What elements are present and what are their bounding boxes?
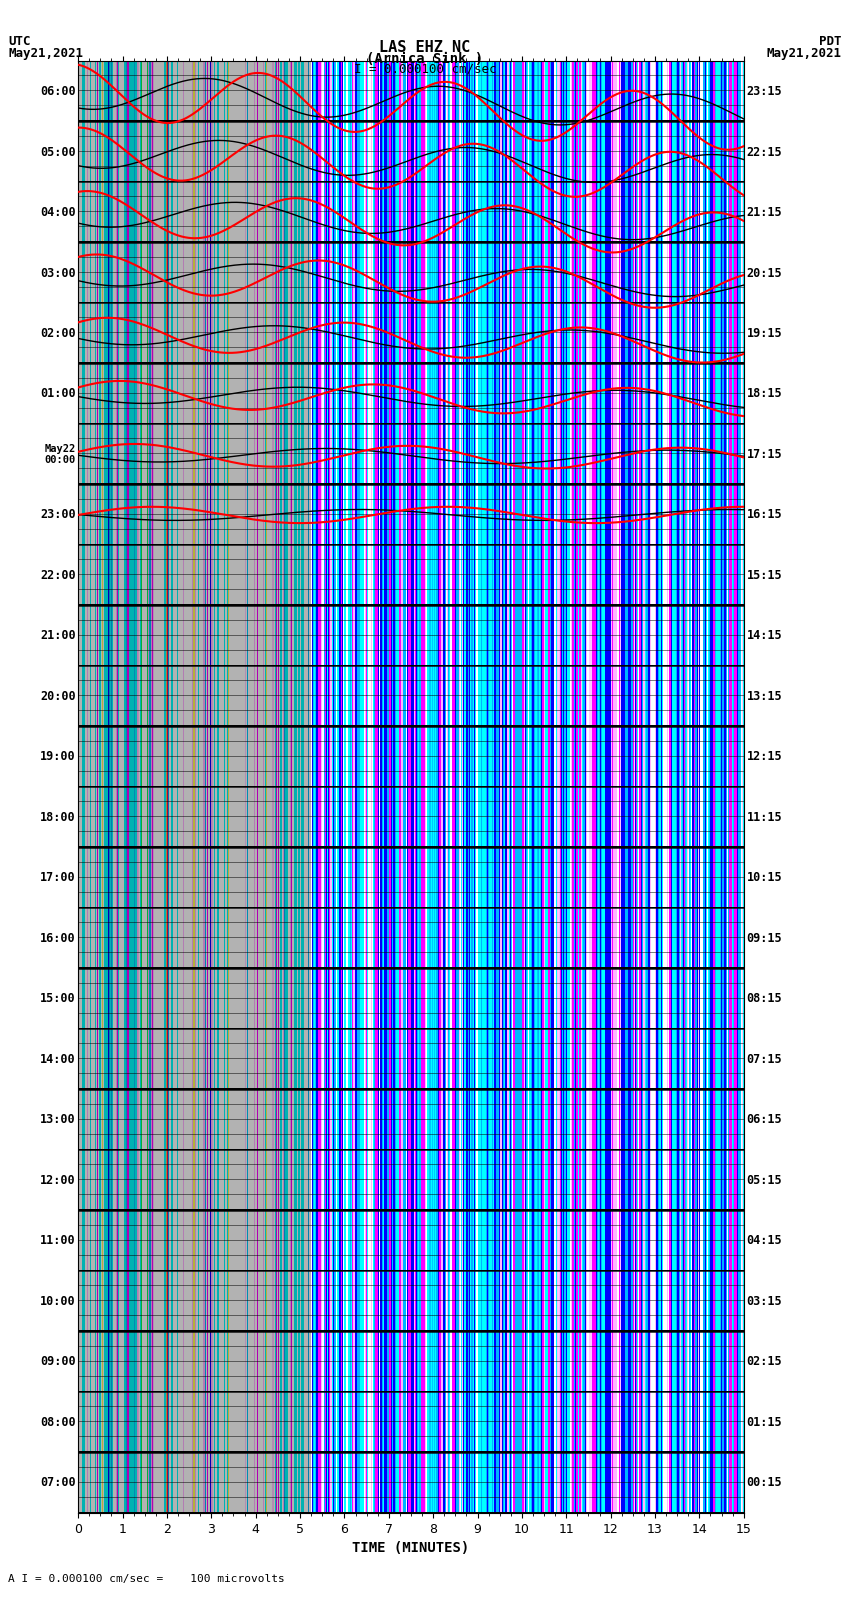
Text: 11:00: 11:00: [40, 1234, 76, 1247]
Text: (Arnica Sink ): (Arnica Sink ): [366, 52, 484, 66]
Text: 08:15: 08:15: [746, 992, 782, 1005]
Text: 17:00: 17:00: [40, 871, 76, 884]
Text: 23:15: 23:15: [746, 85, 782, 98]
Text: 17:15: 17:15: [746, 448, 782, 461]
Text: 12:00: 12:00: [40, 1174, 76, 1187]
Text: 11:15: 11:15: [746, 811, 782, 824]
Text: 04:15: 04:15: [746, 1234, 782, 1247]
Text: May22
00:00: May22 00:00: [44, 444, 76, 465]
Text: 18:00: 18:00: [40, 811, 76, 824]
Text: 02:15: 02:15: [746, 1355, 782, 1368]
Text: 21:00: 21:00: [40, 629, 76, 642]
Text: 22:00: 22:00: [40, 569, 76, 582]
Text: May21,2021: May21,2021: [8, 47, 83, 60]
Text: 20:15: 20:15: [746, 266, 782, 279]
Text: 05:15: 05:15: [746, 1174, 782, 1187]
Text: May21,2021: May21,2021: [767, 47, 842, 60]
Text: 07:15: 07:15: [746, 1053, 782, 1066]
Text: 10:00: 10:00: [40, 1295, 76, 1308]
Text: 14:00: 14:00: [40, 1053, 76, 1066]
Text: 23:00: 23:00: [40, 508, 76, 521]
Text: 01:00: 01:00: [40, 387, 76, 400]
Text: 07:00: 07:00: [40, 1476, 76, 1489]
Text: 14:15: 14:15: [746, 629, 782, 642]
Text: 19:15: 19:15: [746, 327, 782, 340]
Text: 01:15: 01:15: [746, 1416, 782, 1429]
Text: 21:15: 21:15: [746, 206, 782, 219]
Text: 16:00: 16:00: [40, 932, 76, 945]
Text: 15:15: 15:15: [746, 569, 782, 582]
Text: 13:00: 13:00: [40, 1113, 76, 1126]
Text: 00:15: 00:15: [746, 1476, 782, 1489]
Text: UTC: UTC: [8, 35, 31, 48]
Text: 19:00: 19:00: [40, 750, 76, 763]
Text: 12:15: 12:15: [746, 750, 782, 763]
Text: 13:15: 13:15: [746, 690, 782, 703]
Text: 06:15: 06:15: [746, 1113, 782, 1126]
Text: 08:00: 08:00: [40, 1416, 76, 1429]
Text: 09:00: 09:00: [40, 1355, 76, 1368]
X-axis label: TIME (MINUTES): TIME (MINUTES): [353, 1542, 469, 1555]
Text: 15:00: 15:00: [40, 992, 76, 1005]
Text: 16:15: 16:15: [746, 508, 782, 521]
Text: 22:15: 22:15: [746, 145, 782, 158]
Text: 18:15: 18:15: [746, 387, 782, 400]
Text: 09:15: 09:15: [746, 932, 782, 945]
Text: A I = 0.000100 cm/sec =    100 microvolts: A I = 0.000100 cm/sec = 100 microvolts: [8, 1574, 286, 1584]
Text: 03:00: 03:00: [40, 266, 76, 279]
Text: 02:00: 02:00: [40, 327, 76, 340]
Text: LAS EHZ NC: LAS EHZ NC: [379, 40, 471, 55]
Text: 03:15: 03:15: [746, 1295, 782, 1308]
Text: 10:15: 10:15: [746, 871, 782, 884]
Text: PDT: PDT: [819, 35, 842, 48]
Text: I = 0.000100 cm/sec: I = 0.000100 cm/sec: [354, 63, 496, 76]
Text: 06:00: 06:00: [40, 85, 76, 98]
Text: 20:00: 20:00: [40, 690, 76, 703]
Text: 04:00: 04:00: [40, 206, 76, 219]
Text: 05:00: 05:00: [40, 145, 76, 158]
